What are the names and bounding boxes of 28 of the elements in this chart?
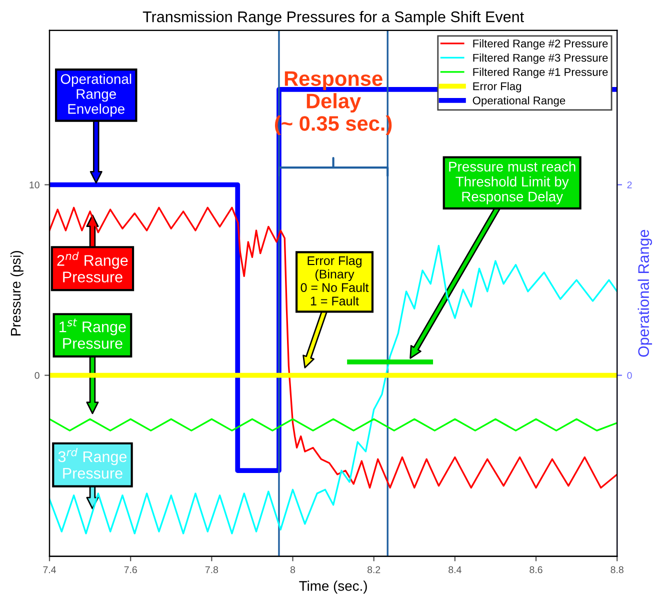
x-tick-label: 8 (290, 566, 296, 574)
line-series (50, 244, 618, 534)
annotation: Operational Range Envelope (60, 74, 132, 117)
annotation: 3$^{rd}$ Range Pressure (58, 448, 127, 479)
y-axis-title: Pressure (psi) (10, 251, 24, 336)
annotation: Error Flag (Binary 0 = No Fault 1 = Fault (300, 256, 369, 306)
annotation: 2$^{nd}$ Range Pressure (57, 252, 128, 282)
legend-label: Error Flag (473, 82, 522, 92)
legend-label: Operational Range (472, 96, 566, 107)
x-tick-label: 8.4 (448, 566, 462, 574)
annotation: 1$^{st}$ Range Pressure (60, 318, 126, 349)
x-tick-label: 7.4 (43, 566, 56, 574)
x-tick-label: 7.6 (124, 566, 137, 574)
legend-label: Filtered Range #2 Pressure (473, 39, 608, 50)
legend-label: Filtered Range #3 Pressure (473, 54, 608, 64)
x-tick-label: 8.8 (610, 566, 624, 574)
chart-title: Transmission Range Pressures for a Sample Shift Event (142, 10, 524, 26)
x-tick-label: 7.8 (205, 566, 218, 574)
x-axis-title: Time (sec.) (299, 580, 367, 594)
y2-axis-title: Operational Range (638, 230, 652, 357)
legend-label: Filtered Range #1 Pressure (473, 68, 608, 78)
y2-tick-label: 0 (627, 372, 632, 379)
annotation: Pressure must reach Threshold Limit by Response Delay (449, 161, 576, 204)
line-series (50, 206, 618, 489)
x-tick-label: 8.6 (530, 566, 542, 574)
y-tick-label: 10 (30, 181, 40, 188)
y2-tick-label: 2 (627, 181, 632, 188)
x-tick-label: 8.2 (368, 566, 380, 574)
